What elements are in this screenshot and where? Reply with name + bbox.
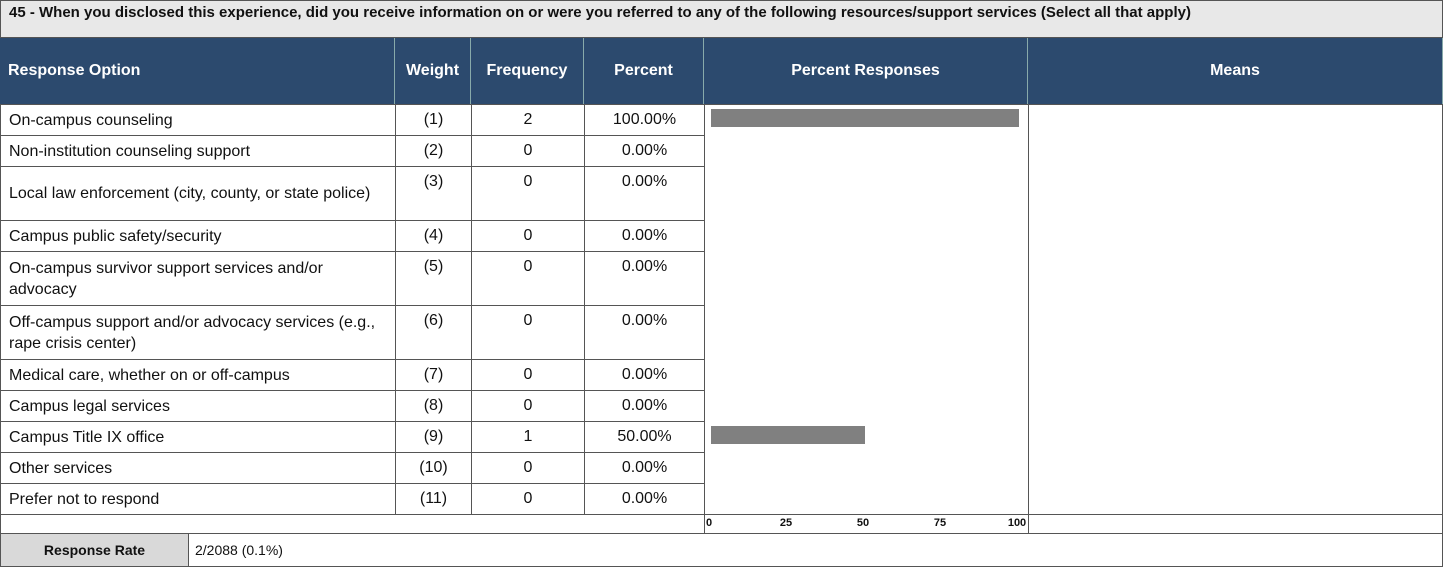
x-tick-label: 100 (1007, 517, 1027, 529)
column-header: Weight (395, 38, 471, 104)
option-label: Non-institution counseling support (0, 135, 396, 167)
option-label: Local law enforcement (city, county, or … (0, 166, 396, 221)
x-tick-label: 0 (705, 517, 713, 529)
option-label: On-campus counseling (0, 104, 396, 136)
frequency: 0 (471, 166, 585, 221)
option-label: Campus legal services (0, 390, 396, 422)
weight: (7) (395, 359, 472, 391)
column-header: Frequency (471, 38, 584, 104)
frequency: 0 (471, 135, 585, 167)
response-rate-label: Response Rate (0, 533, 189, 567)
percent-responses-column (704, 104, 1029, 515)
percent: 0.00% (584, 251, 705, 306)
frequency: 0 (471, 390, 585, 422)
response-rate-value: 2/2088 (0.1%) (188, 533, 1443, 567)
column-header: Response Option (0, 38, 395, 104)
weight: (1) (395, 104, 472, 136)
weight: (10) (395, 452, 472, 484)
axis-row-left (0, 514, 705, 534)
option-label: Campus Title IX office (0, 421, 396, 453)
x-tick-label: 50 (856, 517, 870, 529)
frequency: 0 (471, 305, 585, 360)
column-header: Percent (584, 38, 704, 104)
axis-row-right (1028, 514, 1443, 534)
column-header: Percent Responses (704, 38, 1028, 104)
percent: 0.00% (584, 220, 705, 252)
weight: (9) (395, 421, 472, 453)
weight: (5) (395, 251, 472, 306)
question-title: 45 - When you disclosed this experience,… (0, 0, 1443, 38)
option-label: Prefer not to respond (0, 483, 396, 515)
weight: (11) (395, 483, 472, 515)
frequency: 0 (471, 251, 585, 306)
percent: 0.00% (584, 359, 705, 391)
option-label: Campus public safety/security (0, 220, 396, 252)
percent: 0.00% (584, 166, 705, 221)
x-tick-label: 25 (779, 517, 793, 529)
percent: 0.00% (584, 483, 705, 515)
frequency: 2 (471, 104, 585, 136)
x-tick-label: 75 (933, 517, 947, 529)
frequency: 0 (471, 359, 585, 391)
option-label: Medical care, whether on or off-campus (0, 359, 396, 391)
percent: 50.00% (584, 421, 705, 453)
percent: 100.00% (584, 104, 705, 136)
column-header: Means (1028, 38, 1443, 104)
weight: (4) (395, 220, 472, 252)
option-label: Other services (0, 452, 396, 484)
weight: (8) (395, 390, 472, 422)
frequency: 1 (471, 421, 585, 453)
option-label: Off-campus support and/or advocacy servi… (0, 305, 396, 360)
percent: 0.00% (584, 135, 705, 167)
frequency: 0 (471, 452, 585, 484)
weight: (2) (395, 135, 472, 167)
percent: 0.00% (584, 452, 705, 484)
weight: (3) (395, 166, 472, 221)
percent-bar (711, 109, 1019, 127)
option-label: On-campus survivor support services and/… (0, 251, 396, 306)
percent: 0.00% (584, 390, 705, 422)
frequency: 0 (471, 220, 585, 252)
means-column (1028, 104, 1443, 515)
percent: 0.00% (584, 305, 705, 360)
percent-bar (711, 426, 865, 444)
frequency: 0 (471, 483, 585, 515)
weight: (6) (395, 305, 472, 360)
